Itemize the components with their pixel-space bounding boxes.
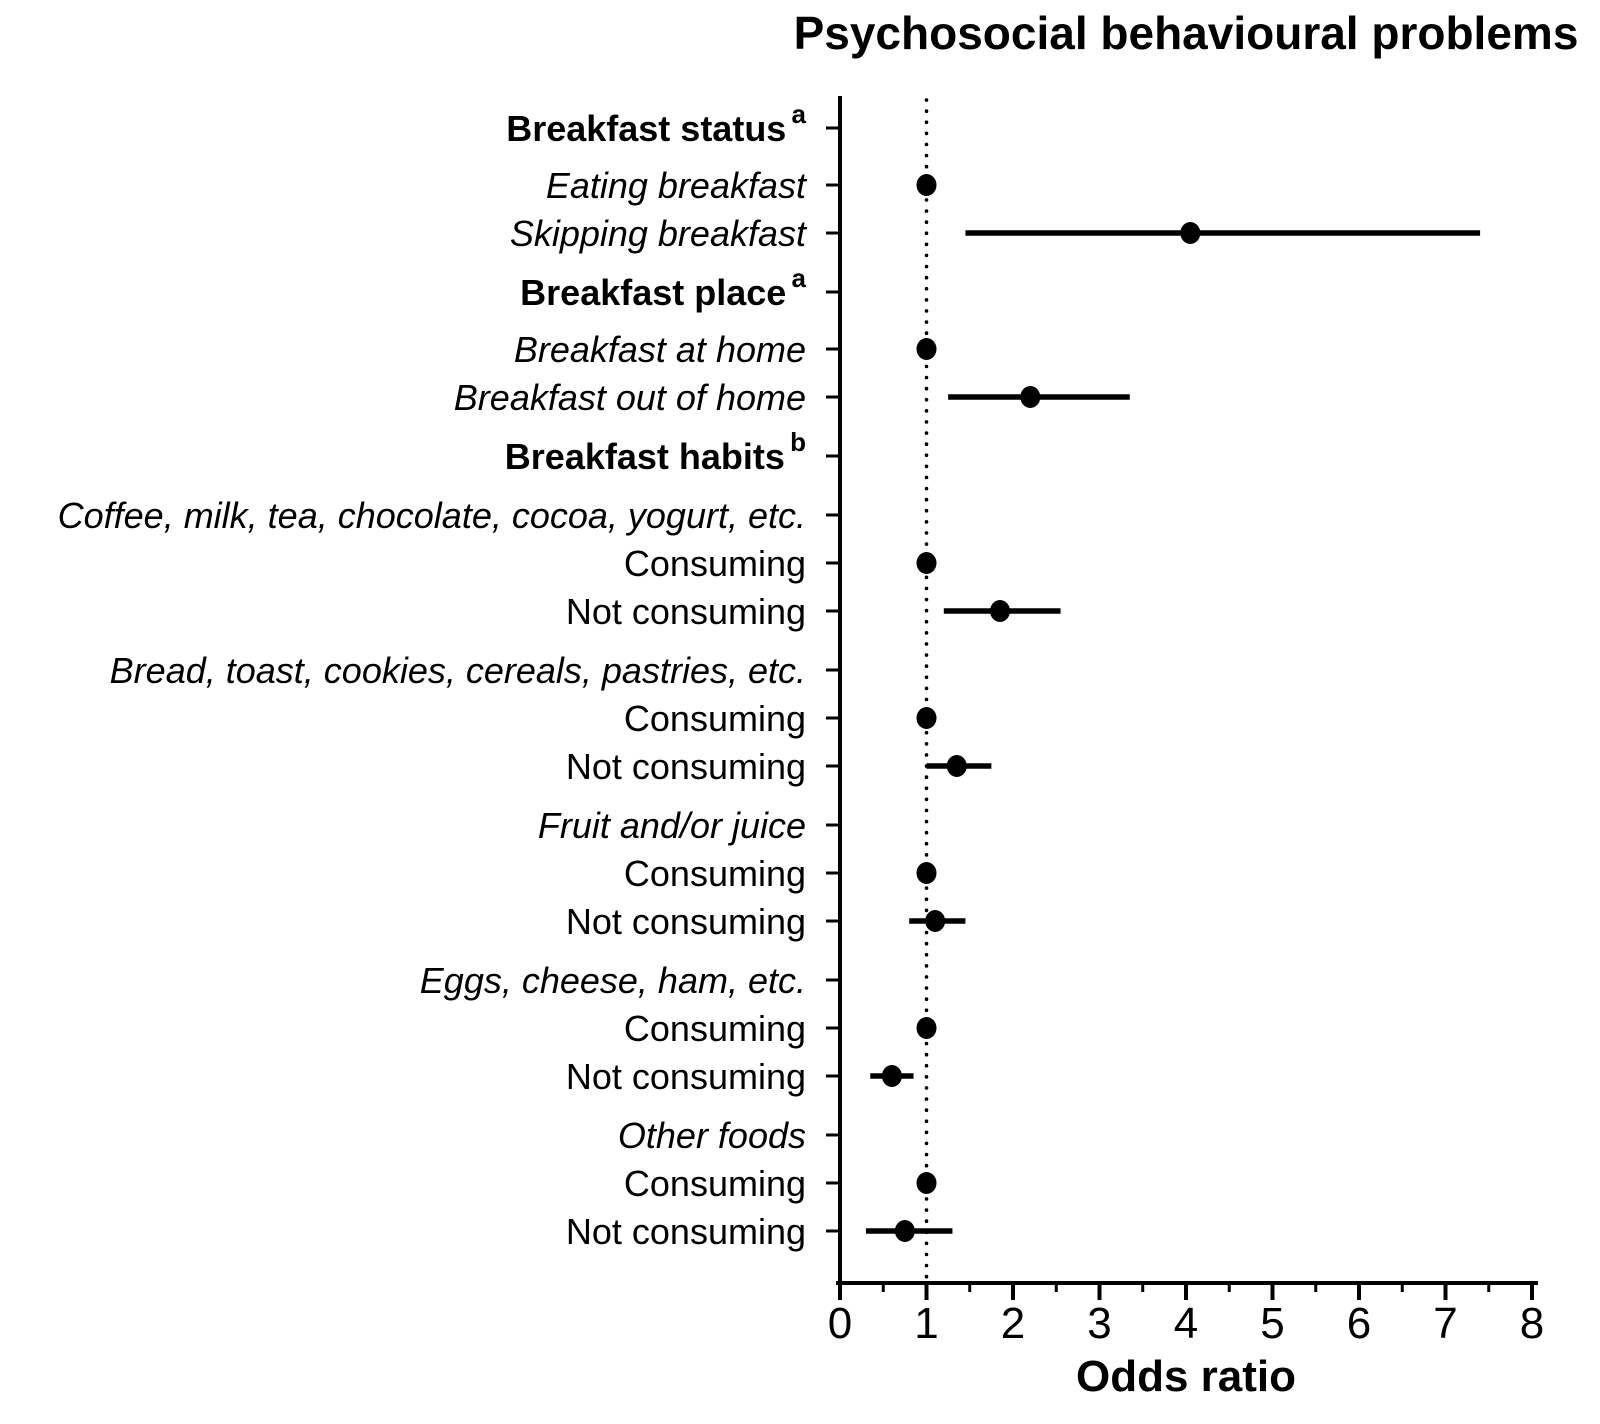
row-label: Eggs, cheese, ham, etc. <box>420 960 806 1001</box>
chart-title: Psychosocial behavioural problems <box>793 7 1579 59</box>
odds-ratio-point <box>916 1172 937 1194</box>
row-label: Breakfast habits b <box>505 427 806 477</box>
x-axis-tick-label: 1 <box>914 1299 938 1348</box>
row-label: Breakfast out of home <box>454 377 806 418</box>
odds-ratio-point <box>990 600 1011 622</box>
odds-ratio-point <box>916 1017 937 1039</box>
row-label: Consuming <box>624 853 806 894</box>
row-label: Other foods <box>618 1115 806 1156</box>
x-axis-tick-label: 0 <box>828 1299 852 1348</box>
odds-ratio-point <box>916 174 937 196</box>
row-label: Not consuming <box>566 591 806 632</box>
odds-ratio-point <box>1020 386 1041 408</box>
x-axis-tick-label: 6 <box>1347 1299 1371 1348</box>
x-axis-tick-label: 2 <box>1001 1299 1025 1348</box>
x-axis-title: Odds ratio <box>1075 1352 1297 1401</box>
row-label: Not consuming <box>566 746 806 787</box>
odds-ratio-point <box>925 910 946 932</box>
x-axis-tick-label: 7 <box>1433 1299 1457 1348</box>
row-label: Not consuming <box>566 1211 806 1252</box>
x-axis-tick-label: 3 <box>1087 1299 1111 1348</box>
row-label: Fruit and/or juice <box>538 805 806 846</box>
row-label: Breakfast status a <box>506 99 806 149</box>
row-label: Breakfast place a <box>520 263 806 313</box>
row-label: Eating breakfast <box>546 165 808 206</box>
odds-ratio-point <box>894 1220 915 1242</box>
odds-ratio-point <box>916 338 937 360</box>
x-axis-tick-label: 4 <box>1174 1299 1198 1348</box>
odds-ratio-point <box>881 1065 902 1087</box>
row-label: Consuming <box>624 1008 806 1049</box>
odds-ratio-point <box>916 862 937 884</box>
odds-ratio-point <box>916 707 937 729</box>
row-label: Consuming <box>624 543 806 584</box>
odds-ratio-point <box>1180 222 1201 244</box>
row-label: Consuming <box>624 1163 806 1204</box>
x-axis-tick-label: 5 <box>1260 1299 1284 1348</box>
row-label: Consuming <box>624 698 806 739</box>
row-label: Coffee, milk, tea, chocolate, cocoa, yog… <box>58 495 806 536</box>
odds-ratio-point <box>946 755 967 777</box>
row-label: Skipping breakfast <box>510 213 808 254</box>
row-label: Breakfast at home <box>514 329 806 370</box>
row-label: Not consuming <box>566 901 806 942</box>
x-axis-tick-label: 8 <box>1520 1299 1544 1348</box>
row-label: Not consuming <box>566 1056 806 1097</box>
odds-ratio-point <box>916 552 937 574</box>
row-label: Bread, toast, cookies, cereals, pastries… <box>110 650 806 691</box>
